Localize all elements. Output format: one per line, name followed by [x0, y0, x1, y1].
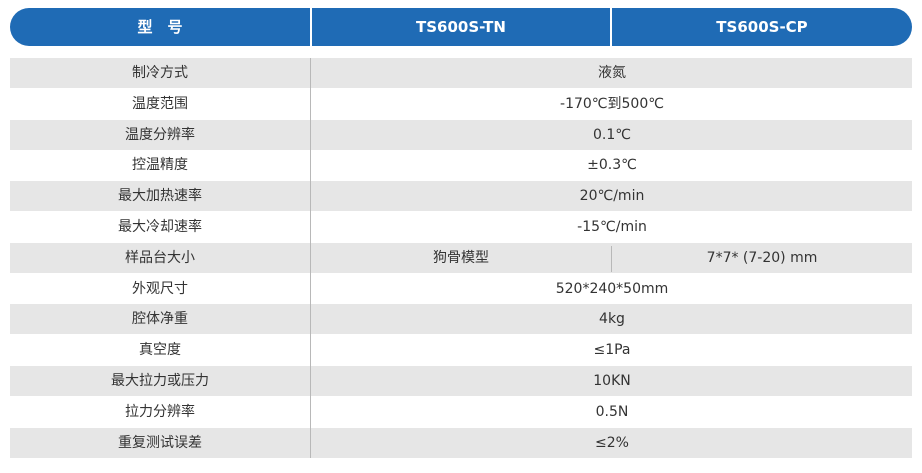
table-header: 型 号 TS600S-TN TS600S-CP [10, 8, 912, 46]
header-cell: TS600S-TN [416, 18, 506, 36]
table-row: 最大拉力或压力 10KN [10, 366, 912, 396]
table-row: 温度分辨率 0.1℃ [10, 119, 912, 150]
row-label: 最大冷却速率 [118, 219, 202, 235]
cell-divider [611, 245, 612, 272]
header-cell: TS600S-CP [716, 18, 808, 36]
row-value: ≤1Pa [593, 342, 631, 359]
row-value: 0.1℃ [593, 126, 631, 143]
header-divider [610, 8, 612, 46]
row-label: 重复测试误差 [118, 434, 202, 451]
row-value: 液氮 [598, 65, 626, 81]
row-label: 样品台大小 [125, 249, 195, 266]
row-value: -170℃到500℃ [560, 95, 664, 112]
row-label: 最大拉力或压力 [111, 373, 209, 389]
row-label: 外观尺寸 [132, 280, 188, 297]
row-value: ±0.3℃ [587, 157, 637, 174]
row-label: 控温精度 [132, 157, 188, 174]
row-value: 4kg [599, 311, 625, 328]
row-label: 温度范围 [132, 95, 188, 112]
row-value: 10KN [593, 373, 631, 389]
table-row: 真空度 ≤1Pa [10, 335, 912, 365]
header-cell: 型 号 [137, 18, 183, 36]
table-row: 重复测试误差 ≤2% [10, 427, 912, 458]
table-row: 拉力分辨率 0.5N [10, 397, 912, 427]
row-label: 温度分辨率 [125, 126, 195, 143]
row-label: 拉力分辨率 [125, 403, 195, 420]
column-divider [310, 58, 311, 458]
table-row: 控温精度 ±0.3℃ [10, 150, 912, 180]
table-row: 样品台大小 狗骨模型 7*7* (7-20) mm [10, 242, 912, 273]
row-label: 腔体净重 [132, 311, 188, 328]
row-value: 狗骨模型 [433, 249, 489, 266]
table-row: 外观尺寸 520*240*50mm [10, 274, 912, 304]
row-value: 520*240*50mm [555, 280, 669, 297]
row-value: ≤2% [595, 434, 629, 451]
table-row: 温度范围 -170℃到500℃ [10, 89, 912, 119]
row-label: 真空度 [139, 342, 181, 359]
row-value: 7*7* (7-20) mm [706, 249, 818, 266]
table-row: 最大冷却速率 -15℃/min [10, 212, 912, 242]
row-label: 制冷方式 [132, 65, 188, 81]
table-row: 腔体净重 4kg [10, 304, 912, 335]
table-row: 制冷方式 液氮 [10, 58, 912, 88]
row-value: 20℃/min [579, 188, 645, 205]
row-value: -15℃/min [577, 219, 647, 235]
table-row: 最大加热速率 20℃/min [10, 181, 912, 212]
row-value: 0.5N [595, 403, 629, 420]
row-label: 最大加热速率 [118, 188, 202, 205]
header-divider [310, 8, 312, 46]
